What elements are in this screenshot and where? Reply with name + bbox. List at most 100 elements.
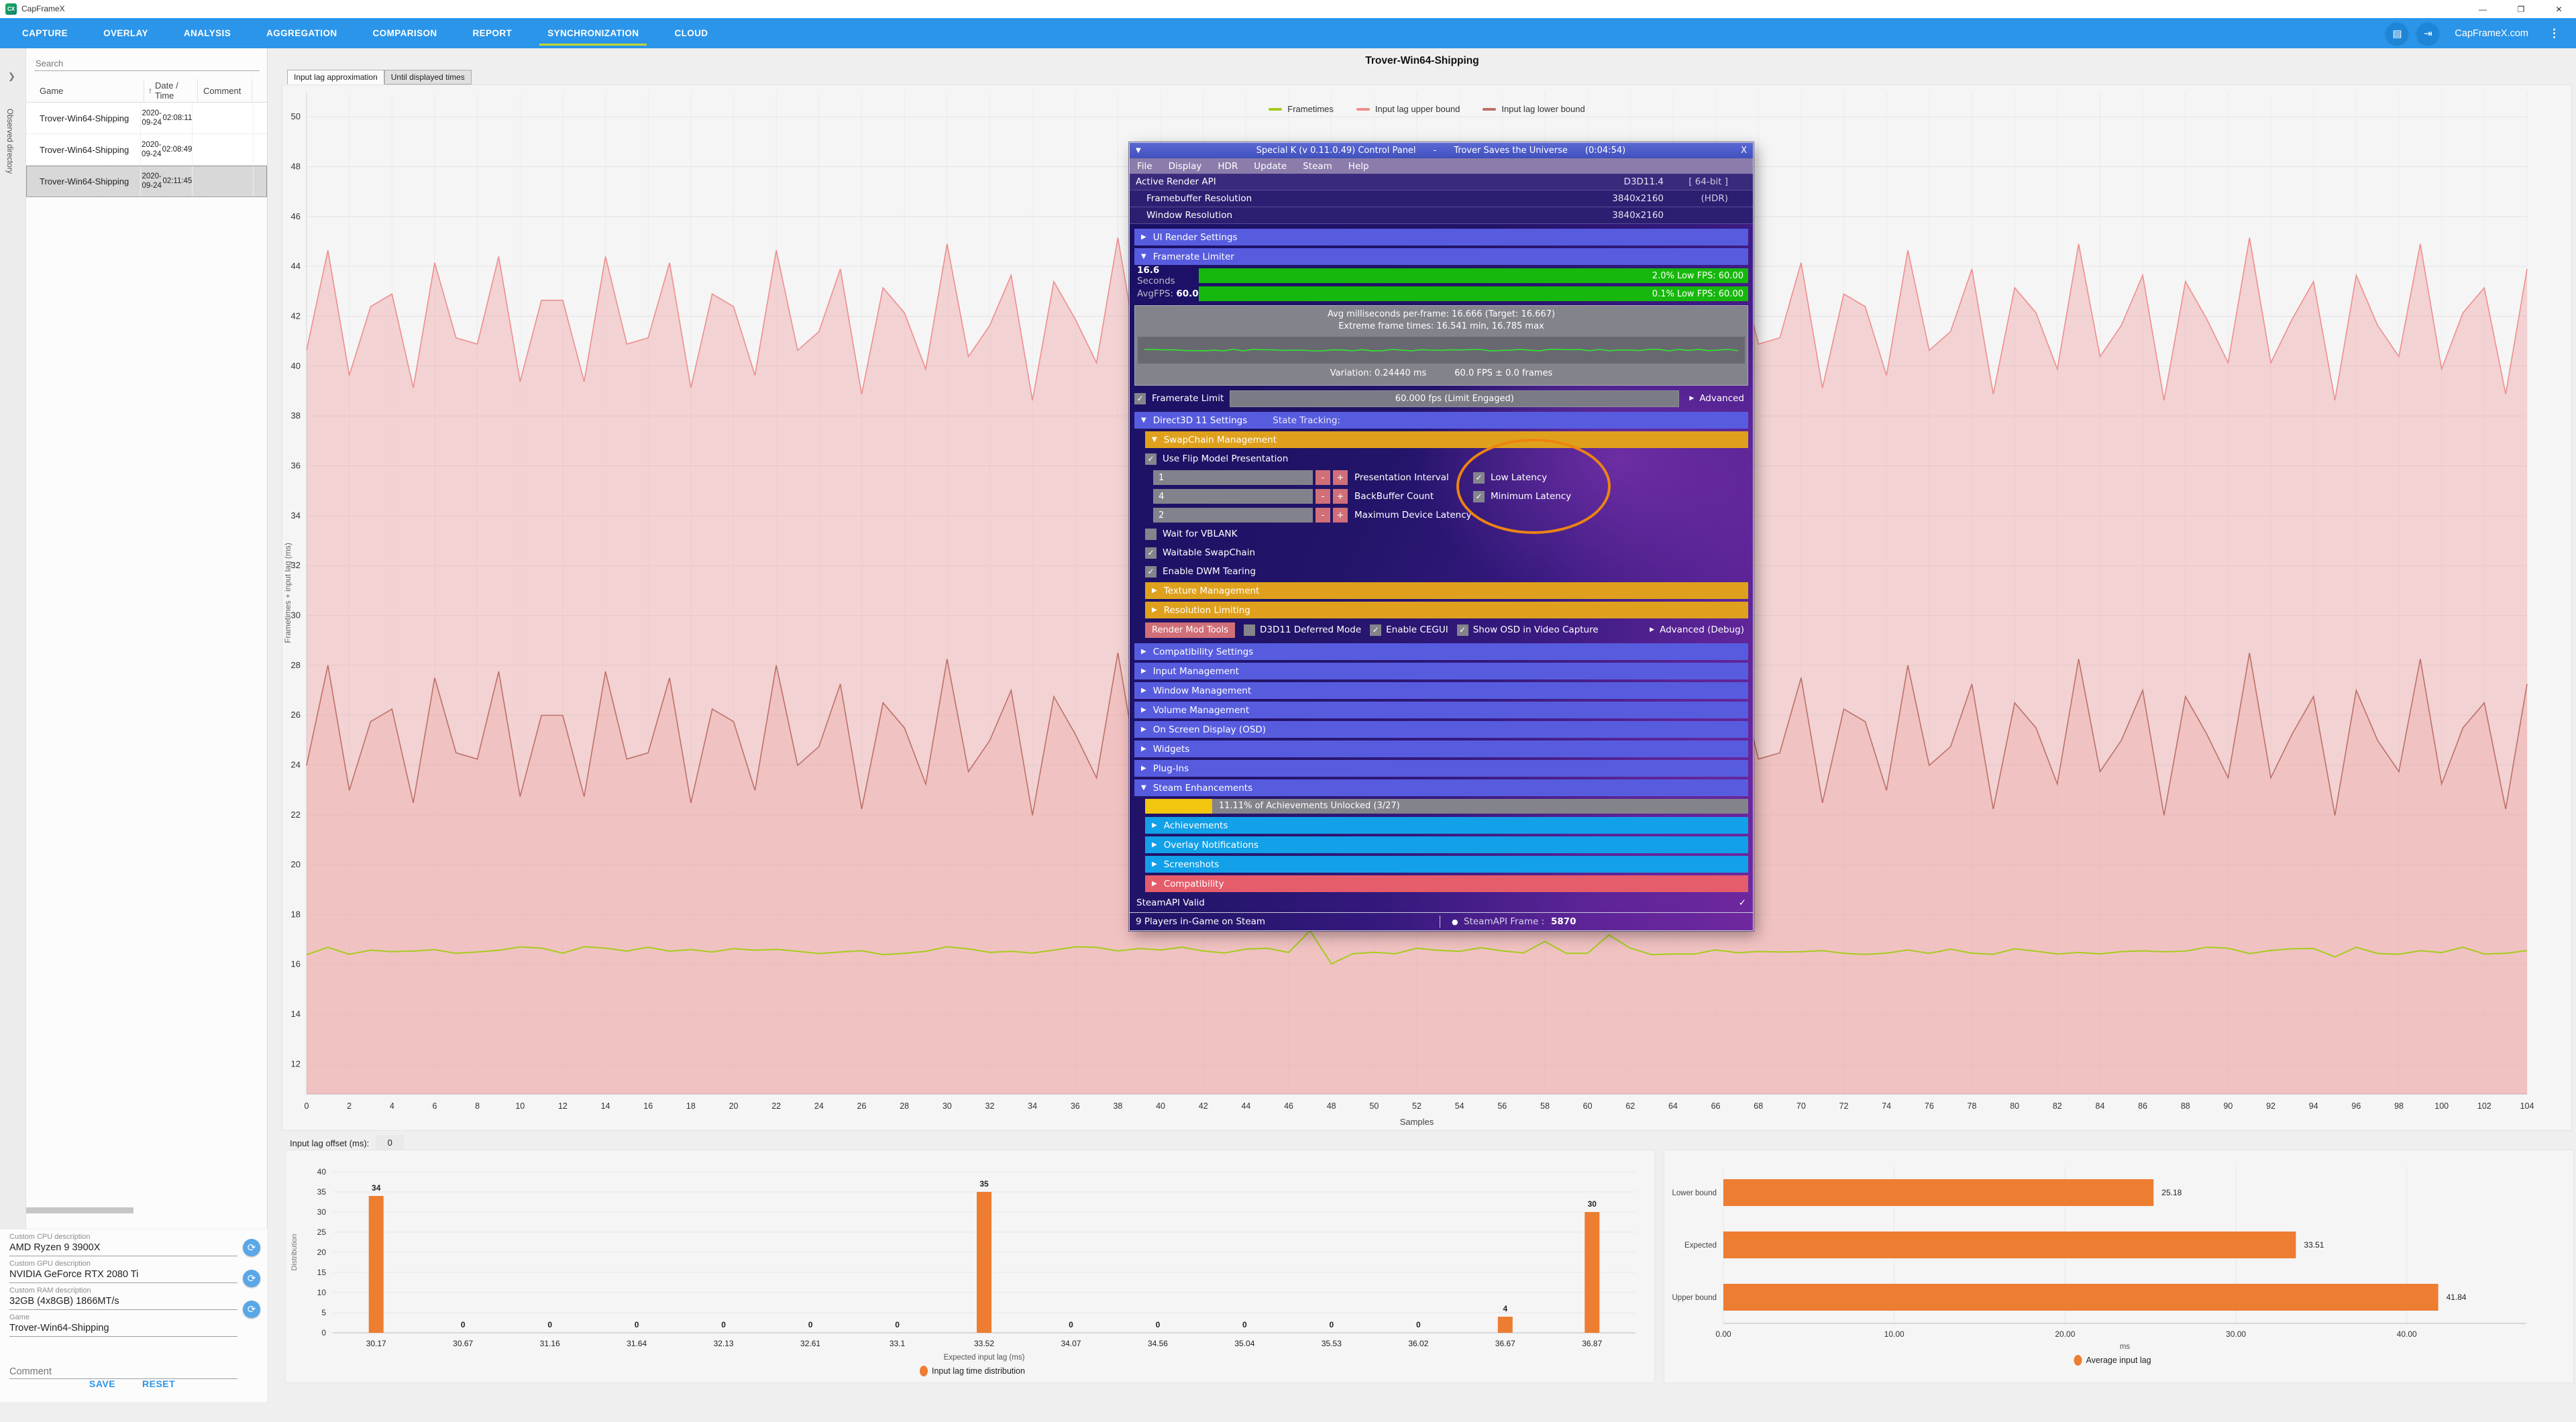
- input-lag-offset-input[interactable]: [376, 1135, 405, 1151]
- close-button[interactable]: ✕: [2555, 4, 2563, 14]
- checkbox[interactable]: [1145, 528, 1157, 540]
- section-input-management[interactable]: ▶ Input Management: [1134, 663, 1748, 679]
- checkbox[interactable]: [1244, 624, 1255, 636]
- comment-field[interactable]: [9, 1365, 237, 1379]
- advanced-debug-toggle[interactable]: ▶ Advanced (Debug): [1650, 624, 1744, 635]
- horizontal-scrollbar[interactable]: [26, 1207, 133, 1213]
- stepper-value-input[interactable]: 4: [1153, 489, 1313, 504]
- section-widgets[interactable]: ▶ Widgets: [1134, 741, 1748, 757]
- stepper-value-input[interactable]: 1: [1153, 470, 1313, 485]
- menu-item-hdr[interactable]: HDR: [1218, 160, 1238, 172]
- section-window-management[interactable]: ▶ Window Management: [1134, 682, 1748, 699]
- section-resolution-limiting[interactable]: ▶ Resolution Limiting: [1145, 602, 1748, 618]
- section-direct3d-11-settings[interactable]: ▼ Direct3D 11 Settings State Tracking:: [1134, 412, 1748, 429]
- login-icon[interactable]: ⇥: [2417, 22, 2439, 44]
- tab-until-displayed-times[interactable]: Until displayed times: [384, 70, 472, 85]
- nav-tab-synchronization[interactable]: SYNCHRONIZATION: [539, 18, 647, 48]
- checkbox-row-enable-cegui[interactable]: ✓ Enable CEGUI: [1370, 621, 1448, 639]
- checkbox[interactable]: ✓: [1145, 565, 1157, 578]
- save-button[interactable]: SAVE: [89, 1378, 116, 1389]
- column-header-date-time[interactable]: ↑ Date / Time: [144, 79, 198, 102]
- special-k-titlebar[interactable]: ▼ Special K (v 0.11.0.49) Control Panel …: [1130, 143, 1753, 158]
- menu-item-steam[interactable]: Steam: [1303, 160, 1332, 172]
- table-row[interactable]: Trover-Win64-Shipping 2020-09-24 02:08:49: [26, 134, 267, 166]
- section-framerate-limiter[interactable]: ▼ Framerate Limiter: [1134, 248, 1748, 265]
- menu-item-display[interactable]: Display: [1168, 160, 1202, 172]
- column-header-game[interactable]: Game: [26, 79, 144, 102]
- table-row[interactable]: Trover-Win64-Shipping 2020-09-24 02:11:45: [26, 166, 267, 197]
- checkbox-row-d3d11-deferred-mode[interactable]: D3D11 Deferred Mode: [1244, 621, 1361, 639]
- field-value-input[interactable]: NVIDIA GeForce RTX 2080 Ti: [9, 1268, 237, 1283]
- table-row[interactable]: Trover-Win64-Shipping 2020-09-24 02:08:11: [26, 103, 267, 134]
- refresh-icon[interactable]: ⟳: [243, 1270, 260, 1287]
- checkbox-row-enable-dwm-tearing[interactable]: ✓ Enable DWM Tearing: [1145, 563, 1748, 580]
- checkbox[interactable]: ✓: [1370, 624, 1382, 636]
- checkbox-row-wait-for-vblank[interactable]: Wait for VBLANK: [1145, 526, 1748, 542]
- nav-tab-aggregation[interactable]: AGGREGATION: [266, 28, 337, 38]
- checkbox[interactable]: ✓: [1473, 490, 1485, 502]
- plus-button[interactable]: +: [1333, 470, 1348, 485]
- section-ui-render-settings[interactable]: ▶ UI Render Settings: [1134, 229, 1748, 245]
- stepper-value-input[interactable]: 2: [1153, 508, 1313, 523]
- section-plug-ins[interactable]: ▶ Plug-Ins: [1134, 760, 1748, 777]
- field-value-input[interactable]: 32GB (4x8GB) 1866MT/s: [9, 1295, 237, 1310]
- advanced-toggle[interactable]: ▶ Advanced: [1689, 393, 1744, 404]
- field-value-input[interactable]: AMD Ryzen 9 3900X: [9, 1241, 237, 1256]
- section-screenshots[interactable]: ▶ Screenshots: [1145, 856, 1748, 873]
- section-on-screen-display-osd-[interactable]: ▶ On Screen Display (OSD): [1134, 721, 1748, 738]
- checkbox-row-waitable-swapchain[interactable]: ✓ Waitable SwapChain: [1145, 545, 1748, 561]
- y-tick-label: 10: [317, 1288, 327, 1297]
- nav-tab-capture[interactable]: CAPTURE: [22, 28, 68, 38]
- field-label: Custom GPU description: [9, 1260, 91, 1268]
- column-header-comment[interactable]: Comment: [198, 79, 252, 102]
- minus-button[interactable]: -: [1316, 508, 1330, 523]
- menu-item-help[interactable]: Help: [1348, 160, 1369, 172]
- checkbox[interactable]: ✓: [1456, 624, 1468, 636]
- flip-model-checkbox[interactable]: ✓: [1145, 453, 1157, 465]
- checkbox[interactable]: ✓: [1473, 472, 1485, 484]
- menu-item-file[interactable]: File: [1137, 160, 1152, 172]
- nav-tab-comparison[interactable]: COMPARISON: [372, 28, 437, 38]
- plus-button[interactable]: +: [1333, 508, 1348, 523]
- refresh-icon[interactable]: ⟳: [243, 1239, 260, 1256]
- reset-button[interactable]: RESET: [142, 1378, 176, 1389]
- section-swapchain-management[interactable]: ▼ SwapChain Management: [1145, 431, 1748, 448]
- checkbox[interactable]: ✓: [1145, 547, 1157, 559]
- framerate-limit-checkbox[interactable]: ✓: [1134, 392, 1146, 404]
- section-steam-enhancements[interactable]: ▼ Steam Enhancements: [1134, 779, 1748, 796]
- kebab-menu-icon[interactable]: ⋮: [2548, 26, 2560, 40]
- search-input[interactable]: [34, 56, 260, 71]
- chevron-right-icon[interactable]: ❯: [8, 71, 15, 81]
- section-overlay-notifications[interactable]: ▶ Overlay Notifications: [1145, 836, 1748, 853]
- render-mod-tools-button[interactable]: Render Mod Tools: [1145, 622, 1235, 638]
- nav-tab-analysis[interactable]: ANALYSIS: [183, 28, 231, 38]
- menu-item-update[interactable]: Update: [1254, 160, 1287, 172]
- refresh-icon[interactable]: ⟳: [243, 1301, 260, 1318]
- section-achievements[interactable]: ▶ Achievements: [1145, 817, 1748, 834]
- minimize-button[interactable]: —: [2479, 4, 2487, 14]
- checkbox-row-minimum-latency[interactable]: ✓ Minimum Latency: [1473, 488, 1571, 504]
- nav-tab-cloud[interactable]: CLOUD: [674, 28, 708, 38]
- minus-button[interactable]: -: [1316, 470, 1330, 485]
- section-texture-management[interactable]: ▶ Texture Management: [1145, 582, 1748, 599]
- nav-tab-overlay[interactable]: OVERLAY: [103, 28, 148, 38]
- special-k-window[interactable]: ▼ Special K (v 0.11.0.49) Control Panel …: [1129, 142, 1754, 931]
- capframex-site-link[interactable]: CapFrameX.com: [2455, 28, 2528, 39]
- observed-directory-panel[interactable]: ❯ Observed directory: [0, 48, 26, 1229]
- framerate-limit-slider[interactable]: 60.000 fps (Limit Engaged): [1230, 390, 1680, 407]
- minus-button[interactable]: -: [1316, 489, 1330, 504]
- plus-button[interactable]: +: [1333, 489, 1348, 504]
- special-k-close-icon[interactable]: X: [1741, 146, 1747, 156]
- maximize-button[interactable]: ❐: [2517, 4, 2525, 14]
- section-compatibility[interactable]: ▶ Compatibility: [1145, 875, 1748, 892]
- collapse-icon[interactable]: ▼: [1136, 147, 1141, 154]
- field-value-input[interactable]: Trover-Win64-Shipping: [9, 1321, 237, 1337]
- checkbox-row-low-latency[interactable]: ✓ Low Latency: [1473, 470, 1571, 486]
- section-volume-management[interactable]: ▶ Volume Management: [1134, 702, 1748, 718]
- flip-model-checkbox-row[interactable]: ✓ Use Flip Model Presentation: [1145, 451, 1748, 467]
- checkbox-row-show-osd-in-video-capture[interactable]: ✓ Show OSD in Video Capture: [1456, 621, 1599, 639]
- nav-tab-report[interactable]: REPORT: [472, 28, 513, 38]
- screenshot-icon[interactable]: ▤: [2386, 22, 2408, 44]
- tab-input-lag-approximation[interactable]: Input lag approximation: [287, 70, 384, 85]
- section-compatibility-settings[interactable]: ▶ Compatibility Settings: [1134, 643, 1748, 660]
